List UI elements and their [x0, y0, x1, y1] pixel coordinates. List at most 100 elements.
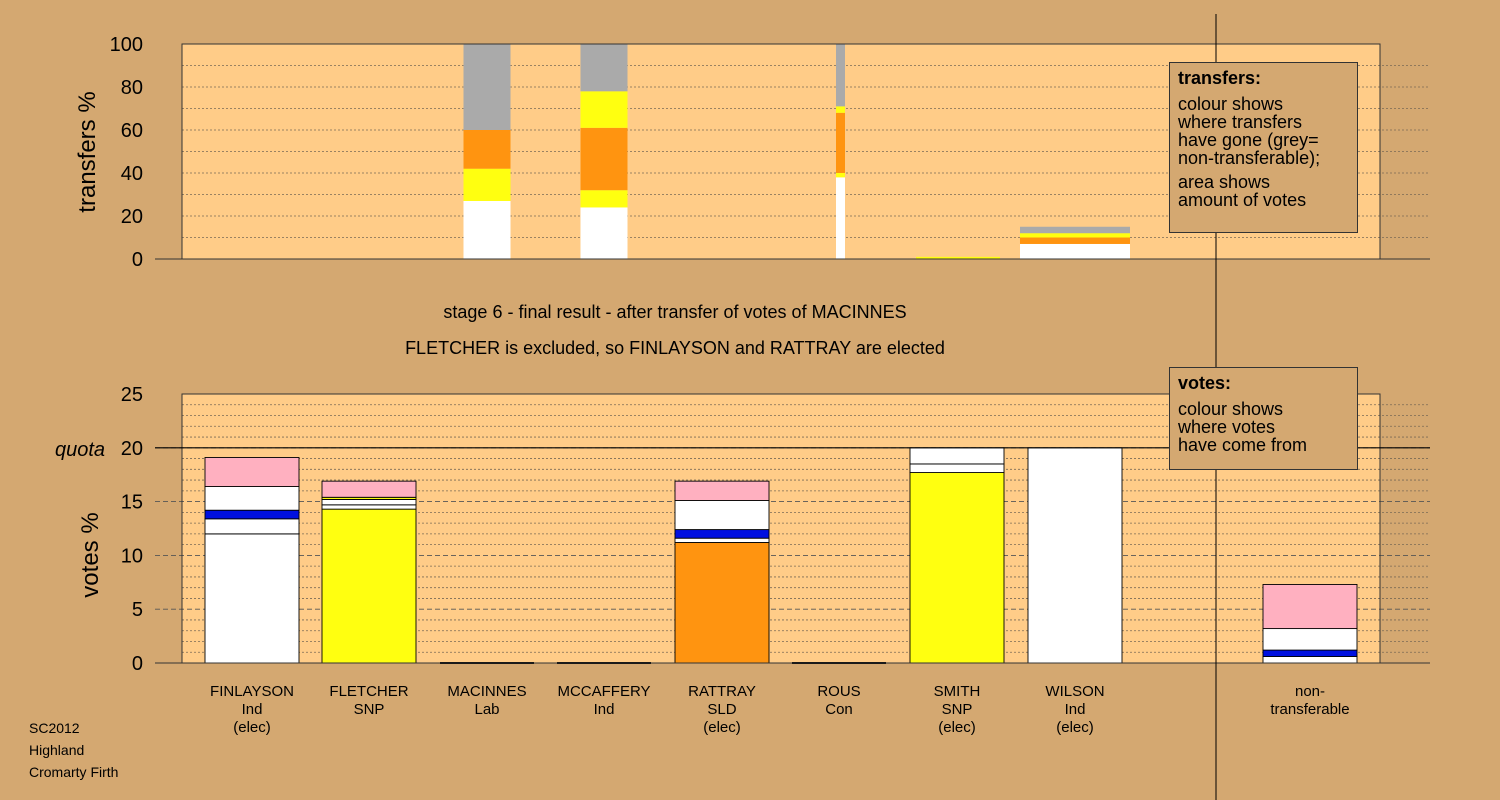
bar-segment — [674, 542, 770, 664]
candidate-party: Ind — [1065, 701, 1086, 718]
candidate-status: (elec) — [938, 719, 976, 736]
legend-transfers-line: colour shows — [1178, 94, 1284, 114]
top-y-axis-label: transfers % — [74, 91, 101, 212]
candidate-status: (elec) — [233, 719, 271, 736]
bar-segment — [204, 509, 300, 520]
candidate-name: FINLAYSON — [210, 683, 294, 700]
top-bar-segment — [463, 130, 511, 169]
legend-transfers-line: have gone (grey= — [1178, 130, 1319, 150]
bottom-chart: 0 5 10 15 20 25 quota votes % — [55, 384, 1430, 675]
bottom-y-tick-label: 5 — [132, 599, 143, 621]
candidate-name: WILSON — [1045, 683, 1104, 700]
top-bar-segment — [916, 256, 1000, 259]
top-bar-segment — [1020, 233, 1130, 238]
legend-votes-line: colour shows — [1178, 399, 1284, 419]
bar-segment — [674, 480, 770, 501]
bar-segment — [1262, 649, 1358, 657]
top-bar-segment — [580, 190, 628, 208]
bar-segment — [1262, 584, 1358, 630]
candidate-party: SNP — [942, 701, 973, 718]
bar-segment — [674, 537, 770, 543]
quota-label: quota — [55, 439, 105, 461]
bottom-y-tick-label: 20 — [121, 438, 143, 460]
candidate-name: ROUS — [817, 683, 860, 700]
stage-subtitle: FLETCHER is excluded, so FINLAYSON and R… — [405, 338, 945, 358]
footer-line-3: Cromarty Firth — [29, 764, 119, 780]
legend-votes-title: votes: — [1178, 373, 1232, 393]
legend-transfers: transfers: colour shows where transfers … — [1169, 62, 1358, 233]
bar-segment — [909, 472, 1005, 664]
top-plot-border — [181, 43, 1381, 260]
top-bar-segment — [836, 106, 845, 113]
bar-segment — [204, 486, 300, 511]
legend-transfers-title: transfers: — [1178, 68, 1262, 88]
stage-title: stage 6 - final result - after transfer … — [443, 302, 906, 322]
candidate-party: Con — [825, 701, 853, 718]
top-bar-segment — [836, 44, 845, 107]
legend-transfers-line: where transfers — [1178, 112, 1303, 132]
bottom-y-tick-label: 10 — [121, 545, 143, 567]
bar-segment — [321, 508, 417, 664]
bar-segment — [321, 480, 417, 498]
top-bar-segment — [580, 127, 628, 191]
top-bar-segment — [580, 44, 628, 92]
candidate-name: MCCAFFERY — [557, 683, 650, 700]
bottom-y-tick-label: 15 — [121, 492, 143, 514]
candidate-status: (elec) — [703, 719, 741, 736]
candidate-party: Ind — [594, 701, 615, 718]
bottom-y-tick-label: 25 — [121, 384, 143, 406]
legend-votes: votes: colour shows where votes have com… — [1169, 367, 1358, 470]
bar-segment — [321, 498, 417, 506]
bottom-y-tick-label: 0 — [132, 653, 143, 675]
legend-transfers-line: non-transferable); — [1178, 148, 1321, 168]
bar-segment — [1262, 628, 1358, 651]
bar-segment — [674, 529, 770, 539]
candidate-party: transferable — [1270, 701, 1349, 718]
legend-votes-line: where votes — [1178, 417, 1276, 437]
footer-line-2: Highland — [29, 742, 85, 758]
top-y-tick-label: 80 — [121, 77, 143, 99]
top-bar-segment — [1020, 243, 1130, 259]
candidate-name: MACINNES — [447, 683, 526, 700]
candidate-party: SNP — [354, 701, 385, 718]
top-y-tick-label: 20 — [121, 206, 143, 228]
top-bar-segment — [1020, 226, 1130, 234]
candidate-name: SMITH — [934, 683, 981, 700]
legend-votes-line: have come from — [1178, 435, 1308, 455]
candidate-party: SLD — [707, 701, 736, 718]
top-bar-segment — [580, 207, 628, 259]
top-bar-segment — [836, 177, 845, 259]
footer-line-1: SC2012 — [29, 720, 80, 736]
bar-segment — [909, 447, 1005, 465]
bar-segment — [909, 463, 1005, 473]
bar-segment — [1262, 656, 1358, 664]
top-y-tick-label: 0 — [132, 249, 143, 271]
top-bars — [463, 44, 1130, 259]
top-bar-segment — [463, 168, 511, 201]
top-y-tick-label: 60 — [121, 120, 143, 142]
bar-segment — [204, 457, 300, 487]
candidate-name: FLETCHER — [329, 683, 408, 700]
candidate-name: RATTRAY — [688, 683, 756, 700]
top-y-tick-label: 40 — [121, 163, 143, 185]
legend-transfers-line: area shows — [1178, 172, 1271, 192]
bottom-plot-border — [181, 393, 1381, 664]
candidate-status: (elec) — [1056, 719, 1094, 736]
bar-segment — [204, 518, 300, 535]
bar-segment — [204, 533, 300, 664]
category-labels: FINLAYSONInd(elec)FLETCHERSNPMACINNESLab… — [210, 683, 1350, 736]
candidate-party: Lab — [474, 701, 499, 718]
top-bar-segment — [836, 112, 845, 173]
bottom-y-axis-label: votes % — [77, 512, 104, 597]
bar-segment — [321, 504, 417, 510]
top-y-tick-label: 100 — [110, 34, 143, 56]
bottom-y-ticks: 0 5 10 15 20 25 — [121, 384, 143, 675]
top-bar-segment — [1020, 237, 1130, 244]
bar-segment — [1027, 447, 1123, 664]
top-bar-segment — [836, 173, 845, 178]
top-bar-segment — [463, 44, 511, 130]
top-y-ticks: 0 20 40 60 80 100 — [110, 34, 143, 271]
top-bar-segment — [463, 200, 511, 259]
bar-segment — [674, 500, 770, 531]
